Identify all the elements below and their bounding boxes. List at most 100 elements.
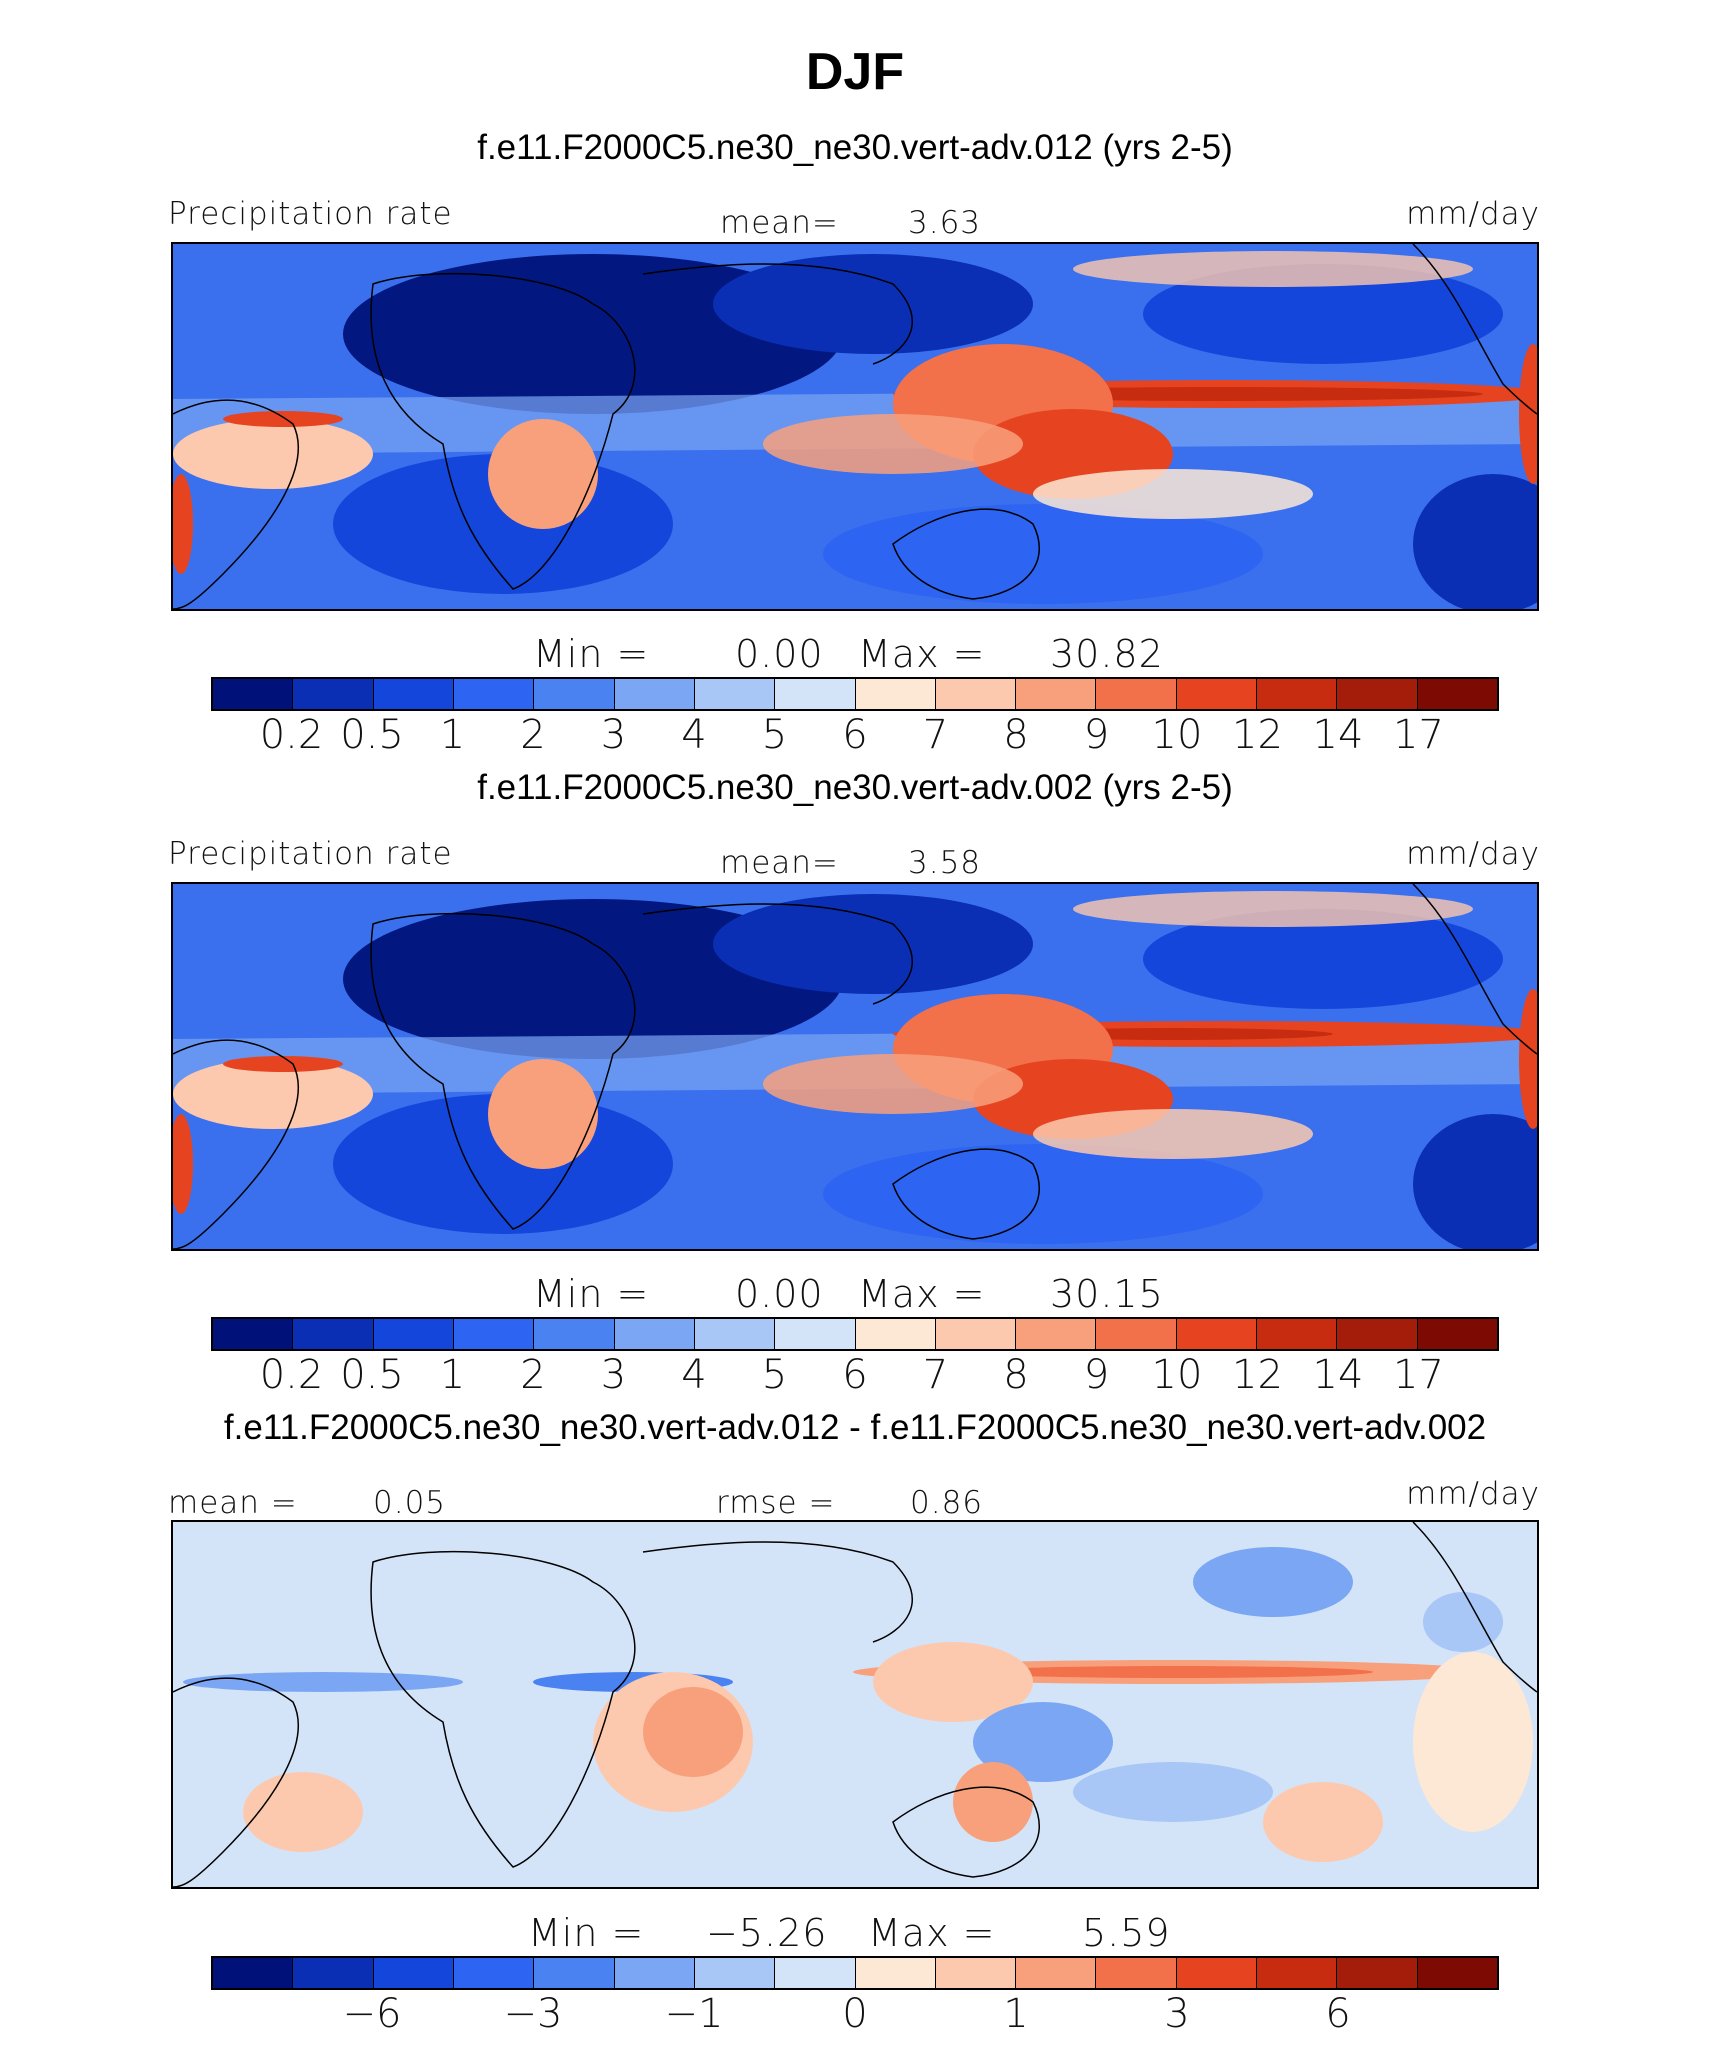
panel-3-min-label: Min =: [528, 1911, 645, 1955]
colorbar-segment-3: [453, 679, 535, 709]
colorbar-segment-13: [1257, 1319, 1338, 1349]
colorbar-tick-label: 0.2: [259, 1352, 324, 1398]
colorbar-tick-label: 12: [1232, 1352, 1283, 1398]
panel-1-mean-value: 3.63: [908, 205, 982, 241]
panel-2-min-value: 0.00: [735, 1272, 824, 1316]
panel-1-min-label: Min =: [533, 632, 650, 676]
panel-3-max-value: 5.59: [1082, 1911, 1171, 1955]
colorbar-segment-9: [935, 1319, 1017, 1349]
panel-2-units: mm/day: [1406, 836, 1540, 872]
colorbar-segment-15: [1417, 1319, 1497, 1349]
colorbar-tick-label: 2: [520, 1352, 546, 1398]
colorbar-segment-5: [614, 1958, 695, 1988]
colorbar-segment-1: [293, 1319, 374, 1349]
panel-2-max-label: Max =: [858, 1272, 986, 1316]
colorbar-tick-label: 10: [1151, 1352, 1203, 1398]
colorbar-segment-0: [213, 679, 294, 709]
colorbar-segment-11: [1096, 1319, 1177, 1349]
colorbar-segment-1: [293, 1958, 374, 1988]
panel-1-title: f.e11.F2000C5.ne30_ne30.vert-adv.012 (yr…: [477, 128, 1233, 167]
panel-3-map: [171, 1520, 1539, 1889]
colorbar-tick-label: 5: [761, 1352, 788, 1398]
colorbar-tick-label: 1: [439, 1352, 466, 1398]
panel-1-map: [171, 242, 1539, 611]
panel-1-max-label: Max =: [858, 632, 986, 676]
colorbar-segment-1: [293, 679, 374, 709]
colorbar-tick-label: 6: [842, 1352, 868, 1398]
colorbar-tick-label: 5: [761, 712, 788, 758]
colorbar-tick-label: 4: [681, 1352, 707, 1398]
colorbar-tick-label: 1: [439, 712, 466, 758]
colorbar-segment-8: [855, 1319, 936, 1349]
colorbar-segment-4: [534, 1958, 615, 1988]
panel-2-title: f.e11.F2000C5.ne30_ne30.vert-adv.002 (yr…: [477, 768, 1233, 807]
colorbar-tick-label: 9: [1083, 712, 1110, 758]
colorbar-segment-11: [1096, 1958, 1177, 1988]
colorbar-segment-0: [213, 1319, 294, 1349]
panel-2-variable-label: Precipitation rate: [168, 836, 453, 872]
colorbar-segment-4: [534, 679, 615, 709]
colorbar-segment-10: [1016, 1319, 1097, 1349]
colorbar-tick-label: 8: [1003, 712, 1029, 758]
colorbar-segment-11: [1096, 679, 1177, 709]
colorbar-segment-12: [1176, 1958, 1258, 1988]
panel-3-colorbar: [211, 1956, 1499, 1990]
panel-3-rmse-value: 0.86: [910, 1485, 984, 1521]
colorbar-tick-label: 3: [600, 712, 627, 758]
panel-3-rmse-label: rmse =: [716, 1485, 836, 1521]
panel-1-mean-label: mean=: [720, 205, 839, 241]
colorbar-segment-12: [1176, 679, 1258, 709]
colorbar-segment-3: [453, 1319, 535, 1349]
colorbar-tick-label: −1: [664, 1991, 724, 2037]
colorbar-segment-7: [775, 1958, 856, 1988]
panel-2-colorbar-ticks: 0.2 0.5 1 2 3 4 5 6 7 8 9 10 12 14 17: [0, 1352, 1710, 1402]
colorbar-segment-2: [373, 1958, 454, 1988]
panel-1-max-value: 30.82: [1050, 632, 1164, 676]
colorbar-tick-label: −3: [503, 1991, 563, 2037]
colorbar-segment-14: [1337, 679, 1418, 709]
colorbar-segment-3: [453, 1958, 535, 1988]
colorbar-segment-6: [694, 1958, 776, 1988]
colorbar-segment-8: [855, 679, 936, 709]
colorbar-segment-7: [775, 1319, 856, 1349]
colorbar-segment-10: [1016, 679, 1097, 709]
colorbar-tick-label: 12: [1232, 712, 1283, 758]
colorbar-tick-label: 2: [520, 712, 546, 758]
colorbar-segment-9: [935, 1958, 1017, 1988]
panel-3-min-value: −5.26: [706, 1911, 828, 1955]
figure-title: DJF: [805, 43, 905, 101]
panel-2-mean-value: 3.58: [908, 845, 982, 881]
panel-2-mean-label: mean=: [720, 845, 839, 881]
colorbar-segment-8: [855, 1958, 936, 1988]
panel-1-colorbar: [211, 677, 1499, 711]
colorbar-tick-label: 3: [1164, 1991, 1190, 2037]
colorbar-segment-2: [373, 679, 454, 709]
colorbar-tick-label: 0.5: [340, 1352, 404, 1398]
panel-3-title: f.e11.F2000C5.ne30_ne30.vert-adv.012 - f…: [223, 1408, 1487, 1447]
panel-2-min-label: Min =: [533, 1272, 650, 1316]
colorbar-tick-label: 7: [922, 712, 949, 758]
colorbar-segment-2: [373, 1319, 454, 1349]
colorbar-tick-label: 3: [600, 1352, 627, 1398]
panel-2-max-value: 30.15: [1050, 1272, 1164, 1316]
colorbar-tick-label: 1: [1003, 1991, 1029, 2037]
panel-3-mean-value: 0.05: [373, 1485, 447, 1521]
colorbar-tick-label: 0.5: [340, 712, 404, 758]
colorbar-segment-4: [534, 1319, 615, 1349]
colorbar-segment-6: [694, 679, 776, 709]
colorbar-tick-label: 6: [842, 712, 868, 758]
panel-3-mean-label: mean =: [168, 1485, 298, 1521]
colorbar-tick-label: 4: [681, 712, 707, 758]
panel-1-colorbar-ticks: 0.2 0.5 1 2 3 4 5 6 7 8 9 10 12 14 17: [0, 712, 1710, 762]
colorbar-tick-label: 17: [1393, 1352, 1444, 1398]
colorbar-tick-label: 17: [1393, 712, 1444, 758]
colorbar-segment-6: [694, 1319, 776, 1349]
colorbar-tick-label: 8: [1003, 1352, 1029, 1398]
panel-3-colorbar-ticks: −6 −3 −1 0 1 3 6: [0, 1991, 1710, 2041]
colorbar-segment-13: [1257, 1958, 1338, 1988]
colorbar-segment-14: [1337, 1958, 1418, 1988]
colorbar-segment-15: [1417, 1958, 1497, 1988]
colorbar-tick-label: 6: [1325, 1991, 1351, 2037]
panel-3-units: mm/day: [1406, 1476, 1540, 1512]
colorbar-tick-label: 9: [1083, 1352, 1110, 1398]
